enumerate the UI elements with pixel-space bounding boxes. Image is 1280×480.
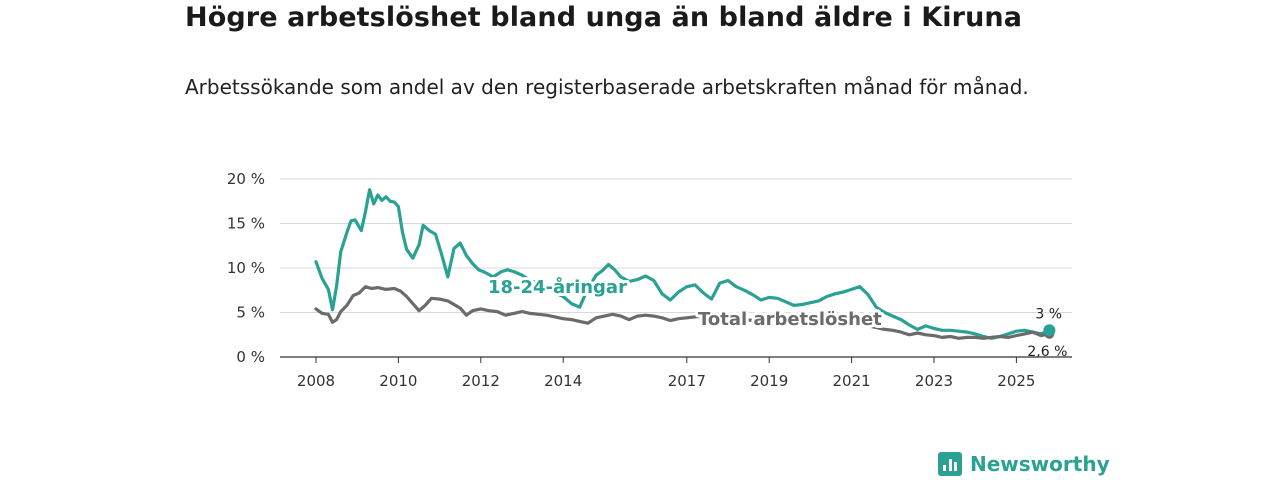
chart-subtitle: Arbetssökande som andel av den registerb…: [185, 75, 1029, 99]
total-end-label: 2,6 %: [1027, 344, 1067, 360]
y-tick-label: 15 %: [227, 215, 265, 233]
total-series-label: Total arbetslöshet: [698, 309, 882, 330]
y-axis: 0 % 5 % 10 % 15 % 20 %: [227, 170, 265, 366]
x-axis: 2008 2010 2012 2014 2017 2019 2021 2023 2025: [280, 356, 1072, 390]
x-tick-label: 2025: [997, 372, 1035, 390]
x-tick-label: 2012: [462, 372, 500, 390]
x-tick-label: 2017: [668, 372, 706, 390]
line-chart: 0 %5 %10 %15 %20 % 2008 2010 2012 2014 2017 2…: [227, 170, 1072, 390]
youth-series-line: [314, 188, 1051, 340]
y-tick-label: 10 %: [227, 259, 265, 277]
youth-series-label: 18-24-åringar: [488, 276, 627, 298]
x-tick-label: 2010: [379, 372, 417, 390]
x-tick-label: 2008: [297, 372, 335, 390]
x-tick-label: 2021: [833, 372, 871, 390]
youth-end-dot: [1043, 324, 1056, 337]
y-tick-label: 20 %: [227, 170, 265, 188]
y-tick-label: 0 %: [236, 348, 265, 366]
grid-lines: [280, 178, 1072, 313]
x-tick-label: 2014: [544, 372, 582, 390]
total-series-line: [314, 285, 1051, 340]
youth-end-label: 3 %: [1035, 306, 1062, 322]
x-tick-label: 2019: [750, 372, 788, 390]
series-lines: [314, 188, 1051, 340]
y-tick-label: 5 %: [236, 304, 265, 322]
chart-title: Högre arbetslöshet bland unga än bland ä…: [185, 2, 1023, 33]
newsworthy-logo[interactable]: Newsworthy: [938, 450, 1110, 478]
series-labels: 18-24-åringar Total arbetslöshet 3 % 2,6 %: [485, 273, 1067, 360]
bar-chart-icon: [938, 452, 962, 476]
brand-name: Newsworthy: [970, 452, 1110, 476]
x-tick-label: 2023: [915, 372, 953, 390]
